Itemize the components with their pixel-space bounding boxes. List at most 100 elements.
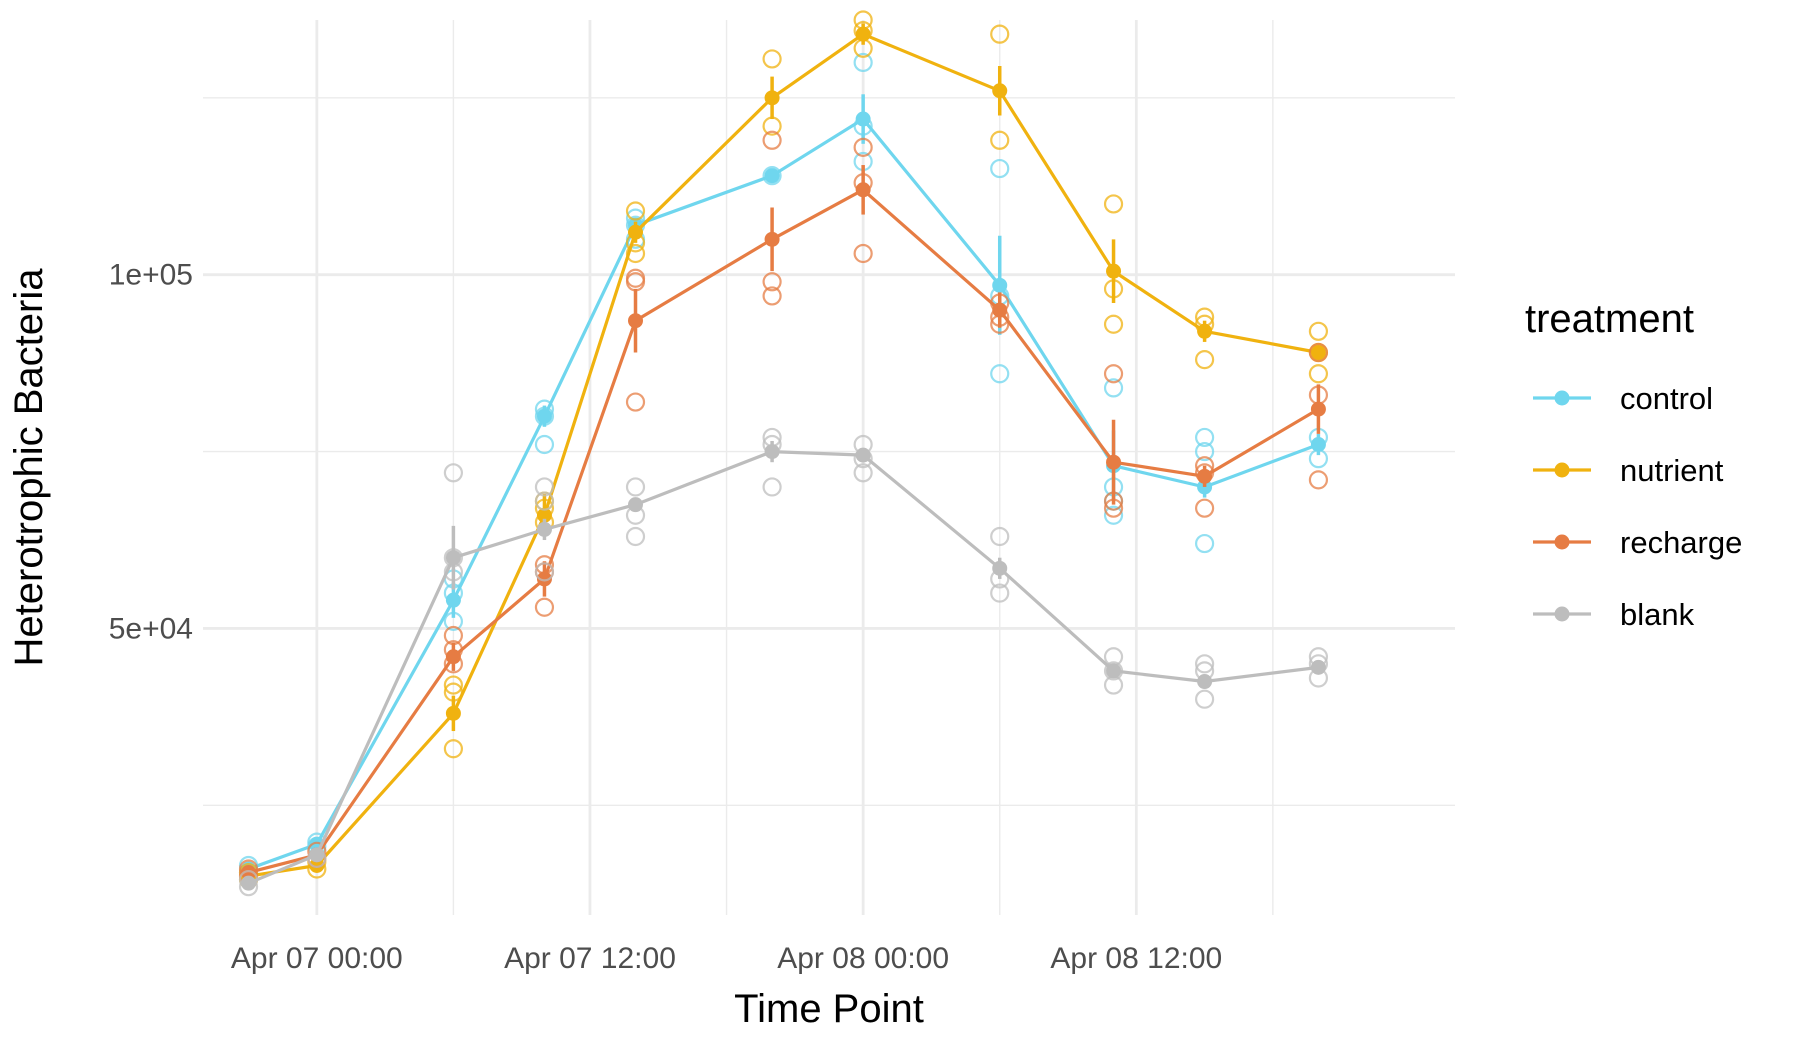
replicate-point — [1308, 342, 1329, 363]
mean-point — [241, 865, 257, 881]
replicate-point — [1194, 441, 1215, 462]
legend-title: treatment — [1525, 297, 1694, 341]
replicate-point — [1194, 427, 1215, 448]
y-tick-label: 1e+05 — [109, 259, 193, 292]
replicate-point — [534, 562, 555, 582]
mean-point — [855, 182, 871, 198]
replicate-point — [1103, 378, 1124, 398]
mean-point — [536, 521, 552, 537]
mean-point — [309, 847, 325, 863]
replicate-point — [762, 477, 782, 497]
mean-point — [855, 111, 871, 127]
mean-point — [1106, 663, 1122, 679]
replicate-point — [625, 243, 646, 264]
y-tick-label: 5e+04 — [109, 612, 193, 645]
series-blank — [238, 427, 1329, 897]
legend-item-nutrient: nutrient — [1533, 453, 1724, 488]
replicate-point — [443, 675, 463, 695]
legend-key-point — [1554, 606, 1570, 622]
replicate-point — [1103, 364, 1124, 384]
replicate-point — [1308, 321, 1329, 341]
replicate-point — [990, 24, 1010, 44]
x-axis-title: Time Point — [734, 987, 924, 1031]
replicate-point — [443, 463, 463, 483]
mean-point — [536, 507, 552, 523]
replicate-point — [1194, 689, 1215, 709]
replicate-point — [443, 739, 463, 759]
replicate-point — [853, 463, 873, 483]
replicate-point — [625, 392, 646, 412]
mean-point — [1310, 345, 1326, 361]
series-line — [248, 188, 1320, 875]
replicate-point — [990, 364, 1010, 384]
y-axis-title: Heterotrophic Bacteria — [7, 268, 51, 667]
mean-point — [992, 302, 1008, 318]
mean-point — [309, 857, 325, 873]
mean-point — [855, 26, 871, 42]
replicate-point — [1194, 498, 1215, 518]
mean-point — [764, 231, 780, 247]
mean-point — [445, 550, 461, 566]
mean-point — [764, 444, 780, 460]
replicate-point — [625, 201, 646, 221]
replicate-point — [762, 272, 782, 292]
mean-point — [992, 560, 1008, 576]
legend-label: recharge — [1620, 525, 1742, 560]
legend-item-control: control — [1533, 381, 1713, 416]
replicate-point — [1194, 350, 1215, 370]
replicate-point — [853, 243, 873, 264]
mean-point — [241, 875, 257, 891]
mean-point — [445, 705, 461, 721]
axes: Apr 07 00:00 Apr 07 12:00 Apr 08 00:00 Apr … — [109, 259, 1222, 975]
replicate-point — [762, 49, 782, 69]
legend-key-point — [1554, 390, 1570, 406]
mean-point — [1106, 454, 1122, 470]
series-line — [247, 450, 1319, 885]
replicate-point — [762, 166, 782, 186]
mean-point — [1197, 468, 1213, 484]
replicate-point — [1194, 654, 1215, 674]
series-line — [248, 32, 1319, 878]
replicate-point — [990, 130, 1010, 150]
mean-point — [764, 168, 780, 184]
legend-item-blank: blank — [1533, 597, 1695, 632]
series-nutrient — [238, 10, 1329, 890]
legend-label: nutrient — [1620, 453, 1724, 488]
replicate-point — [534, 597, 555, 617]
replicate-point — [625, 526, 646, 547]
x-tick-label: Apr 08 00:00 — [777, 942, 949, 975]
mean-point — [628, 224, 644, 240]
x-tick-label: Apr 07 12:00 — [504, 942, 676, 975]
mean-point — [628, 497, 644, 513]
mean-point — [1106, 263, 1122, 279]
legend-label: blank — [1620, 597, 1695, 632]
mean-point — [1310, 437, 1326, 453]
mean-point — [764, 90, 780, 106]
mean-point — [1197, 674, 1213, 690]
legend-item-recharge: recharge — [1533, 525, 1742, 560]
mean-point — [855, 447, 871, 463]
replicate-point — [625, 477, 646, 497]
data-series — [238, 10, 1329, 897]
series-recharge — [238, 130, 1329, 886]
mean-point — [992, 83, 1008, 99]
mean-point — [445, 649, 461, 665]
replicate-point — [990, 526, 1010, 547]
legend-key-point — [1554, 534, 1570, 550]
replicate-point — [1103, 505, 1124, 525]
legend: treatment control nutrient recharge blank — [1525, 297, 1742, 632]
replicate-point — [534, 477, 555, 497]
mean-point — [992, 277, 1008, 293]
replicate-point — [990, 583, 1010, 603]
x-tick-label: Apr 07 00:00 — [231, 942, 403, 975]
replicate-point — [1308, 470, 1329, 490]
mean-point — [1310, 659, 1326, 675]
replicate-point — [534, 491, 555, 511]
mean-point — [536, 571, 552, 587]
x-tick-label: Apr 08 12:00 — [1050, 942, 1222, 975]
replicate-point — [625, 268, 646, 288]
replicate-point — [990, 158, 1010, 179]
replicate-point — [853, 52, 873, 73]
series-control — [238, 52, 1329, 883]
